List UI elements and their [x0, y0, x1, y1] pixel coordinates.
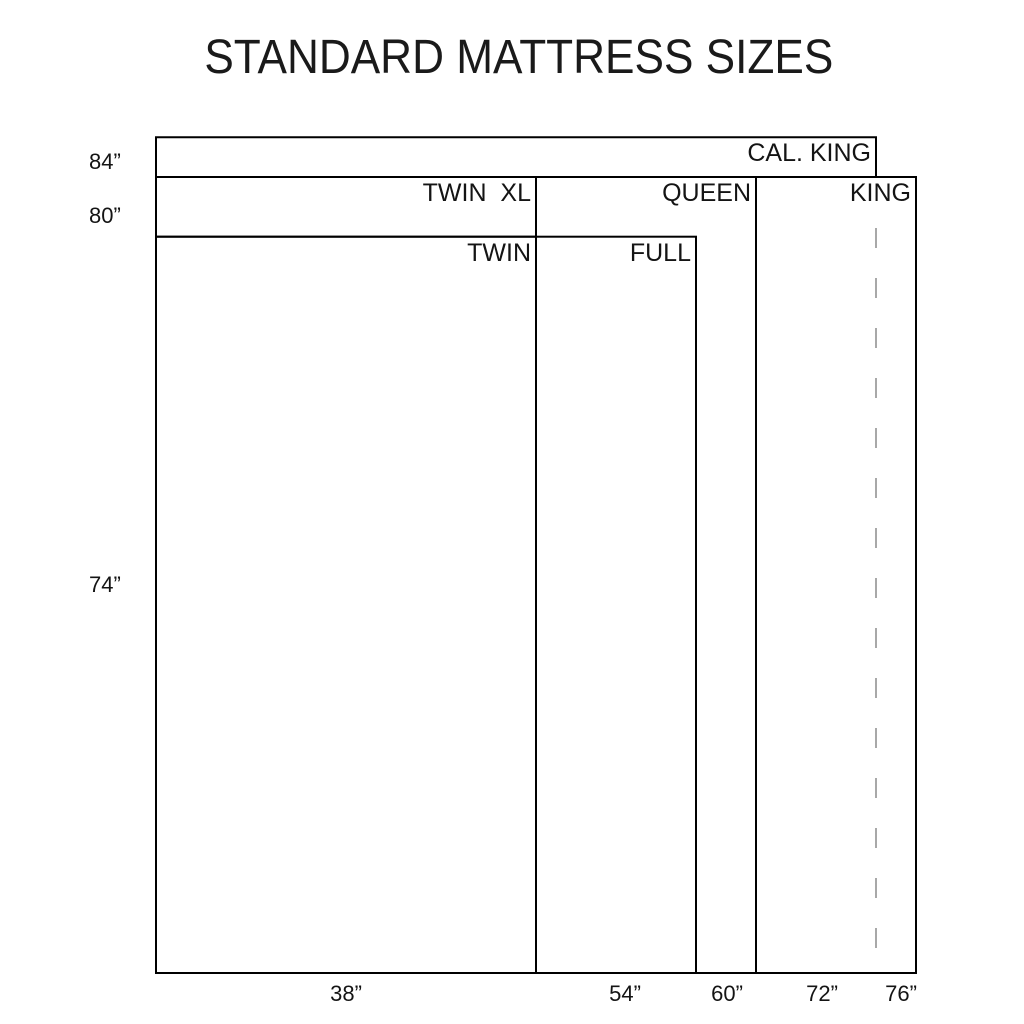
mattress-rect-queen: [155, 176, 757, 974]
length-label-1: 84”: [89, 149, 121, 174]
width-label-2: 54”: [609, 981, 641, 1006]
width-label-4: 72”: [806, 981, 838, 1006]
page-title: STANDARD MATTRESS SIZES: [7, 34, 1024, 82]
mattress-label-cal-king: CAL. KING: [747, 139, 871, 168]
mattress-rect-twin: [155, 235, 537, 974]
mattress-label-twin: TWIN: [467, 238, 531, 267]
width-label-3: 60”: [711, 981, 743, 1006]
mattress-label-king: KING: [849, 179, 911, 207]
page-title-text: STANDARD MATTRESS SIZES: [204, 31, 834, 84]
width-label-5: 76”: [885, 981, 917, 1006]
width-label-1: 38”: [330, 981, 362, 1006]
length-label-3: 74”: [89, 572, 121, 597]
mattress-label-twin-xl: TWIN XL: [422, 179, 531, 207]
length-label-2: 80”: [89, 203, 121, 228]
mattress-rect-full: [155, 235, 697, 974]
mattress-label-full: FULL: [629, 238, 691, 267]
mattress-rect-twin-xl: [155, 176, 537, 974]
mattress-label-queen: QUEEN: [662, 179, 751, 207]
